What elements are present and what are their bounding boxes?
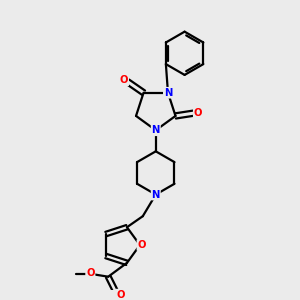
Text: N: N: [152, 125, 160, 135]
Text: O: O: [120, 75, 128, 85]
Text: N: N: [164, 88, 172, 98]
Text: N: N: [152, 190, 160, 200]
Text: O: O: [86, 268, 94, 278]
Text: O: O: [116, 290, 125, 300]
Text: O: O: [194, 108, 202, 118]
Text: O: O: [137, 240, 146, 250]
